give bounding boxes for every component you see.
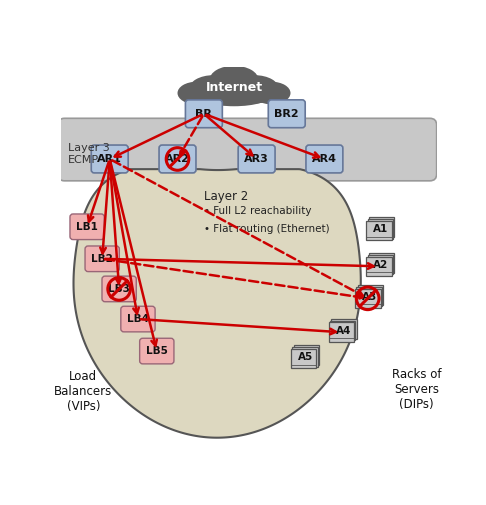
Text: A2: A2	[373, 260, 388, 270]
Text: AR2: AR2	[165, 154, 190, 164]
FancyBboxPatch shape	[139, 338, 174, 364]
FancyBboxPatch shape	[355, 288, 381, 308]
FancyBboxPatch shape	[159, 145, 196, 173]
Text: LB2: LB2	[91, 254, 113, 264]
FancyBboxPatch shape	[121, 306, 155, 332]
Ellipse shape	[253, 82, 291, 105]
Text: LB4: LB4	[127, 314, 149, 324]
FancyBboxPatch shape	[268, 100, 305, 128]
Text: • Full L2 reachability: • Full L2 reachability	[204, 207, 312, 216]
Text: A5: A5	[298, 352, 313, 363]
FancyBboxPatch shape	[294, 345, 319, 365]
FancyBboxPatch shape	[367, 255, 393, 274]
Text: A1: A1	[373, 224, 388, 234]
FancyBboxPatch shape	[330, 321, 355, 340]
Ellipse shape	[177, 82, 215, 105]
Ellipse shape	[189, 75, 238, 104]
Text: LB3: LB3	[108, 284, 130, 294]
FancyBboxPatch shape	[70, 214, 104, 239]
FancyBboxPatch shape	[356, 287, 382, 307]
Text: AR4: AR4	[312, 154, 337, 164]
FancyBboxPatch shape	[85, 246, 120, 272]
FancyBboxPatch shape	[331, 319, 357, 339]
Text: AR1: AR1	[97, 154, 122, 164]
Text: LB5: LB5	[146, 346, 168, 356]
Polygon shape	[73, 169, 361, 438]
FancyBboxPatch shape	[358, 285, 383, 305]
FancyBboxPatch shape	[238, 145, 275, 173]
Text: • Flat routing (Ethernet): • Flat routing (Ethernet)	[204, 224, 330, 234]
Text: LB1: LB1	[76, 222, 98, 232]
Text: BR: BR	[195, 109, 212, 119]
Ellipse shape	[230, 75, 279, 104]
FancyBboxPatch shape	[369, 217, 395, 237]
FancyBboxPatch shape	[58, 118, 436, 181]
Ellipse shape	[196, 84, 272, 106]
Text: AR3: AR3	[244, 154, 269, 164]
Text: Layer 3
ECMP: Layer 3 ECMP	[68, 143, 110, 165]
FancyBboxPatch shape	[366, 221, 392, 240]
Text: Load
Balancers
(VIPs): Load Balancers (VIPs)	[54, 370, 112, 413]
Text: Layer 2: Layer 2	[204, 190, 248, 203]
FancyBboxPatch shape	[292, 347, 318, 367]
FancyBboxPatch shape	[102, 276, 136, 301]
Text: A3: A3	[362, 292, 377, 302]
FancyBboxPatch shape	[306, 145, 343, 173]
FancyBboxPatch shape	[329, 323, 354, 342]
FancyBboxPatch shape	[367, 219, 393, 239]
Text: A4: A4	[335, 326, 351, 336]
FancyBboxPatch shape	[366, 257, 392, 276]
Text: Racks of
Servers
(DIPs): Racks of Servers (DIPs)	[392, 368, 441, 411]
FancyBboxPatch shape	[91, 145, 128, 173]
FancyBboxPatch shape	[369, 253, 395, 273]
Text: BR2: BR2	[275, 109, 299, 119]
Ellipse shape	[209, 66, 259, 94]
FancyBboxPatch shape	[186, 100, 222, 128]
FancyBboxPatch shape	[291, 349, 316, 368]
Text: Internet: Internet	[206, 81, 262, 94]
